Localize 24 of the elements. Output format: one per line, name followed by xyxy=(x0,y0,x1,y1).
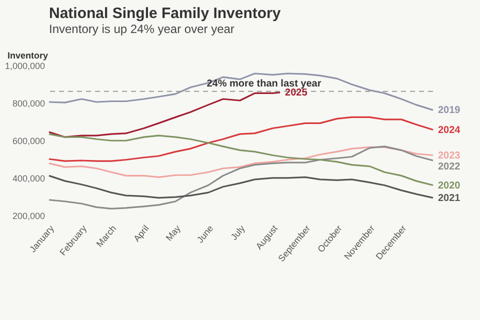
series-label: 2021 xyxy=(438,192,461,204)
series-label: 2024 xyxy=(438,124,461,136)
y-tick-label: 800,000 xyxy=(12,98,45,108)
series-label: 2022 xyxy=(438,161,461,172)
chart-subtitle: Inventory is up 24% year over year xyxy=(49,22,234,36)
y-tick-label: 1,000,000 xyxy=(4,61,45,71)
line-series xyxy=(48,146,434,178)
series-label: 2020 xyxy=(438,180,461,192)
series-label: 2025 xyxy=(285,87,308,98)
line-series xyxy=(48,72,434,111)
y-tick-label: 200,000 xyxy=(12,211,45,221)
line-series xyxy=(48,174,434,199)
y-tick-label: 400,000 xyxy=(12,174,45,184)
y-tick-label: 600,000 xyxy=(12,136,45,146)
line-series xyxy=(48,116,434,162)
x-tick-label: July xyxy=(228,222,248,242)
line-series xyxy=(48,146,434,210)
ref-line-label: 24% more than last year xyxy=(206,78,322,90)
chart-title: National Single Family Inventory xyxy=(49,5,282,22)
series-label: 2019 xyxy=(438,105,461,116)
line-series xyxy=(48,133,434,186)
line-series xyxy=(48,92,281,138)
series-label: 2023 xyxy=(438,150,461,162)
y-axis-title: Inventory xyxy=(8,50,48,60)
